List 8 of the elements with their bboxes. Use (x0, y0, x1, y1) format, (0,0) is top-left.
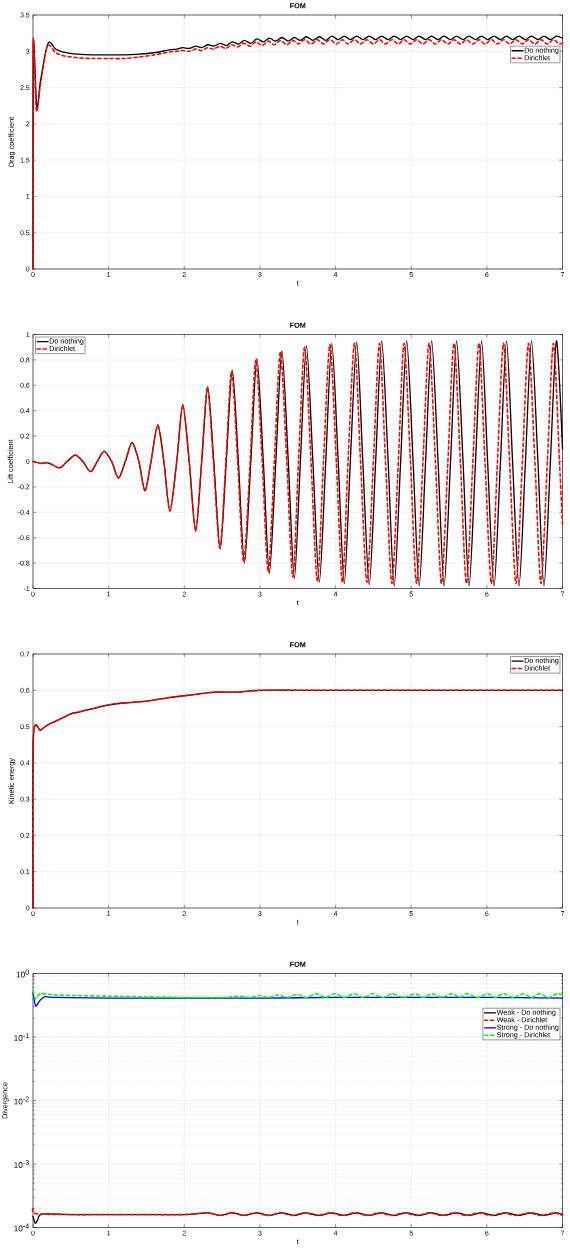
line-series (32, 991, 564, 1007)
y-tick-label: 10$^{-4}$ (14, 1223, 29, 1232)
y-tick-label: 10$^{-2}$ (14, 1096, 29, 1105)
y-tick-label: 10$^{0}$ (16, 969, 29, 978)
y-tick-label: 10$^{-1}$ (14, 1033, 29, 1041)
line-series (32, 989, 564, 1000)
y-tick-label: 10$^{-3}$ (14, 1160, 29, 1168)
line-series (32, 1207, 564, 1217)
